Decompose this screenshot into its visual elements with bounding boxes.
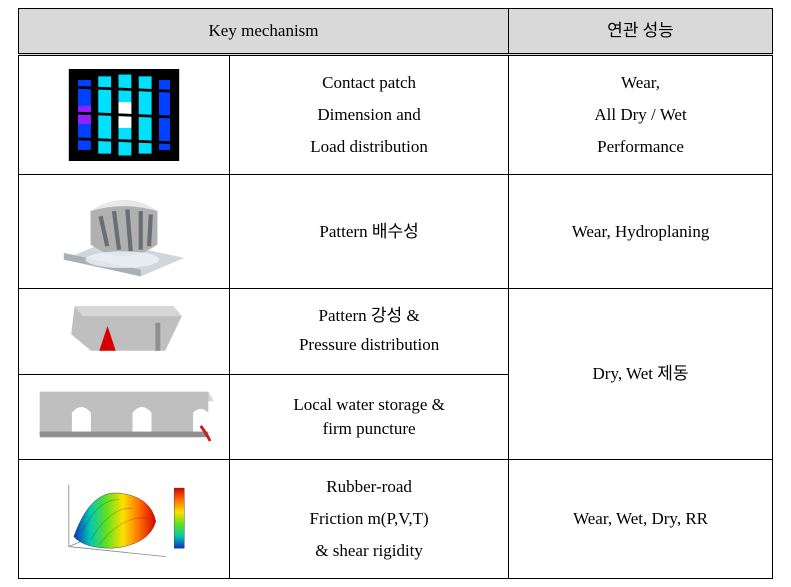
header-related-perf: 연관 성능	[509, 9, 773, 55]
image-cell-water-storage	[19, 374, 230, 460]
mechanism-table: Key mechanism 연관 성능	[18, 8, 773, 579]
image-cell-stiffness	[19, 288, 230, 374]
performance-cell: Wear, Hydroplaning	[509, 175, 773, 289]
performance-cell: Wear, Wet, Dry, RR	[509, 460, 773, 579]
table-row: Pattern 배수성 Wear, Hydroplaning	[19, 175, 773, 289]
image-cell-drainage	[19, 175, 230, 289]
table-row: Pattern 강성 & Pressure distribution Dry, …	[19, 288, 773, 374]
friction-surface-plot-icon	[25, 473, 223, 565]
tread-drainage-render-icon	[25, 186, 223, 278]
image-cell-contact-patch	[19, 55, 230, 175]
mechanism-cell: Local water storage & firm puncture	[230, 374, 509, 460]
mechanism-cell: Pattern 배수성	[230, 175, 509, 289]
header-key-mechanism: Key mechanism	[19, 9, 509, 55]
table-row: Contact patch Dimension and Load distrib…	[19, 55, 773, 175]
table-row: Rubber-road Friction m(P,V,T) & shear ri…	[19, 460, 773, 579]
mechanism-cell: Contact patch Dimension and Load distrib…	[230, 55, 509, 175]
mechanism-cell: Pattern 강성 & Pressure distribution	[230, 288, 509, 374]
table-header-row: Key mechanism 연관 성능	[19, 9, 773, 55]
tread-section-icon	[25, 384, 223, 450]
performance-cell: Wear, All Dry / Wet Performance	[509, 55, 773, 175]
mechanism-cell: Rubber-road Friction m(P,V,T) & shear ri…	[230, 460, 509, 579]
tread-block-pressure-icon	[25, 298, 223, 364]
contact-patch-heatmap-icon	[25, 69, 223, 161]
image-cell-friction	[19, 460, 230, 579]
performance-cell-merged: Dry, Wet 제동	[509, 288, 773, 459]
